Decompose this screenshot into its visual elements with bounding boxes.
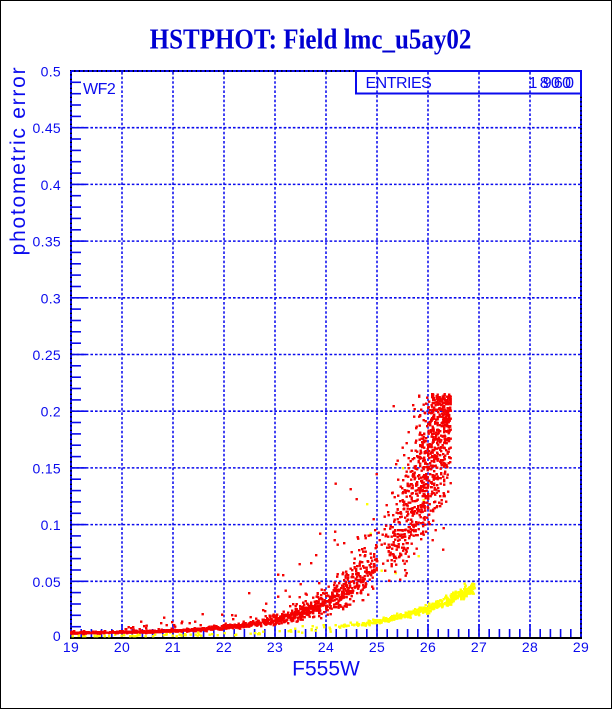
svg-text:23: 23 [267, 639, 283, 655]
svg-text:28: 28 [522, 639, 538, 655]
svg-text:20: 20 [114, 639, 130, 655]
svg-text:F555W: F555W [292, 658, 360, 681]
svg-text:0.4: 0.4 [41, 177, 61, 193]
svg-text:0.45: 0.45 [33, 120, 61, 136]
svg-text:ENTRIES: ENTRIES [366, 75, 432, 92]
svg-text:0.25: 0.25 [33, 347, 61, 363]
svg-text:27: 27 [471, 639, 487, 655]
svg-text:21: 21 [165, 639, 181, 655]
svg-text:25: 25 [369, 639, 385, 655]
svg-text:24: 24 [318, 639, 334, 655]
svg-text:WF2: WF2 [83, 81, 116, 98]
svg-text:26: 26 [420, 639, 436, 655]
svg-text:0.5: 0.5 [41, 64, 61, 80]
svg-text:HSTPHOT: Field lmc_u5ay02: HSTPHOT: Field lmc_u5ay02 [150, 23, 472, 55]
svg-text:19: 19 [63, 639, 79, 655]
svg-text:0.3: 0.3 [41, 290, 61, 306]
svg-text:0.15: 0.15 [33, 460, 61, 476]
svg-text:0: 0 [53, 628, 61, 644]
svg-text:photometric error: photometric error [7, 66, 30, 256]
svg-text:0.05: 0.05 [33, 574, 61, 590]
svg-text:22: 22 [216, 639, 232, 655]
svg-text:0.1: 0.1 [41, 517, 61, 533]
svg-text:1800: 1800 [529, 75, 574, 92]
svg-text:29: 29 [573, 639, 589, 655]
svg-text:0.2: 0.2 [41, 404, 61, 420]
svg-text:0.35: 0.35 [33, 234, 61, 250]
svg-text:960: 960 [543, 75, 577, 92]
